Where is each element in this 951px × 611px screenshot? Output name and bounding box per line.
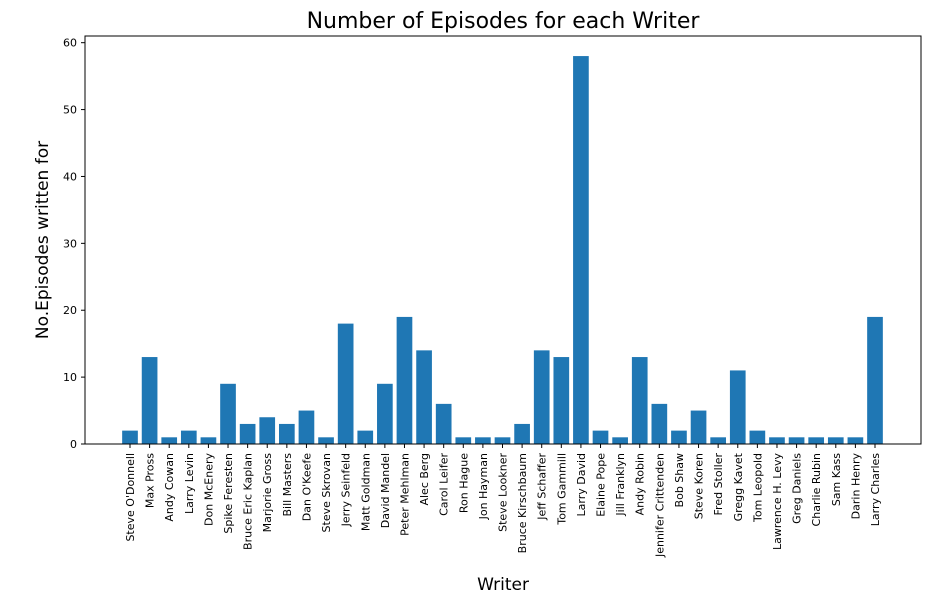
y-tick-label: 40 [63, 170, 77, 183]
bar [220, 383, 236, 444]
y-axis: 0 10 20 30 40 50 60 [63, 37, 85, 451]
x-tick-label: Greg Daniels [791, 453, 804, 524]
x-tick-label: Andy Cowan [163, 453, 176, 522]
x-tick-label: Max Pross [144, 453, 157, 508]
x-tick-label: Jon Hayman [477, 453, 490, 520]
x-tick-label: Larry David [575, 453, 588, 517]
x-tick-label: Jennifer Crittenden [653, 453, 666, 558]
bar [259, 417, 276, 444]
bar [298, 410, 315, 444]
y-tick-label: 60 [63, 37, 77, 50]
x-tick-label: Don McEnery [202, 453, 215, 526]
x-tick-label: Spike Feresten [222, 453, 235, 534]
x-tick-label: Tom Leopold [751, 453, 764, 523]
x-tick-label: Elaine Pope [595, 453, 608, 517]
bar [612, 437, 628, 444]
bar [827, 437, 844, 444]
y-tick-label: 20 [63, 304, 77, 317]
bar [788, 437, 805, 444]
bar [631, 357, 648, 444]
bar [710, 437, 726, 444]
x-tick-label: Steve O'Donnell [124, 453, 137, 542]
x-tick-label: Dan O'Keefe [300, 453, 313, 521]
bar [729, 370, 746, 444]
bar [651, 403, 668, 444]
x-tick-label: Bill Masters [281, 453, 294, 517]
chart-title: Number of Episodes for each Writer [307, 9, 701, 34]
x-tick-label: Ron Hague [457, 453, 470, 513]
x-axis: Steve O'Donnell Max Pross Andy Cowan Larry … [124, 444, 882, 558]
bar [435, 403, 452, 444]
x-tick-label: Fred Stoller [712, 453, 725, 516]
bar [279, 423, 295, 444]
x-tick-label: Steve Lookner [497, 453, 510, 532]
x-tick-label: Steve Skrovan [320, 453, 333, 532]
x-tick-label: David Mandel [379, 453, 392, 528]
y-axis-label: No.Episodes written for [33, 141, 53, 339]
bar [416, 350, 432, 444]
x-tick-label: Matt Goldman [359, 453, 372, 531]
x-tick-label: Bob Shaw [673, 453, 686, 507]
bar [514, 423, 530, 444]
bars-group [122, 56, 883, 444]
x-tick-label: Bruce Kirschbaum [516, 453, 529, 553]
x-axis-label: Writer [477, 575, 529, 595]
bar [377, 383, 393, 444]
bar [318, 437, 334, 444]
bar [769, 437, 785, 444]
bar [200, 437, 217, 444]
y-tick-label: 30 [63, 237, 77, 250]
bar [122, 430, 138, 444]
x-tick-label: Lawrence H. Levy [771, 453, 784, 550]
x-tick-label: Darin Henry [849, 453, 862, 520]
x-tick-label: Larry Charles [869, 453, 882, 526]
y-tick-label: 50 [63, 104, 77, 117]
y-tick-label: 0 [70, 438, 77, 451]
x-tick-label: Bruce Eric Kaplan [242, 453, 255, 550]
bar [533, 350, 550, 444]
x-tick-label: Gregg Kavet [732, 452, 745, 521]
bar [690, 410, 707, 444]
bar [592, 430, 609, 444]
bar [161, 437, 178, 444]
bar [455, 437, 472, 444]
x-tick-label: Andy Robin [634, 453, 647, 515]
x-tick-label: Steve Koren [693, 453, 706, 519]
bar [553, 357, 570, 444]
plot-frame [84, 35, 922, 445]
x-tick-label: Tom Gammill [555, 453, 568, 526]
bar [867, 316, 883, 444]
bar [671, 430, 687, 444]
bar [180, 430, 197, 444]
x-tick-label: Peter Mehlman [398, 453, 411, 536]
x-tick-label: Marjorie Gross [261, 453, 274, 533]
bar [749, 430, 766, 444]
x-tick-label: Jeff Schaffer [536, 453, 549, 521]
bar [847, 437, 864, 444]
bar [337, 323, 354, 444]
x-tick-label: Jerry Seinfeld [340, 453, 353, 527]
x-tick-label: Sam Kass [830, 453, 843, 506]
bar [141, 357, 158, 444]
x-tick-label: Charlie Rubin [810, 453, 823, 526]
bar [239, 423, 256, 444]
bar [475, 437, 491, 444]
bar [396, 316, 413, 444]
bar [573, 56, 589, 444]
x-tick-label: Jill Franklyn [614, 453, 627, 517]
bar [357, 430, 374, 444]
x-tick-label: Alec Berg [418, 453, 431, 506]
bar [494, 437, 511, 444]
bar [808, 437, 825, 444]
x-tick-label: Larry Levin [183, 453, 196, 514]
x-tick-label: Carol Leifer [438, 453, 451, 516]
y-tick-label: 10 [63, 371, 77, 384]
